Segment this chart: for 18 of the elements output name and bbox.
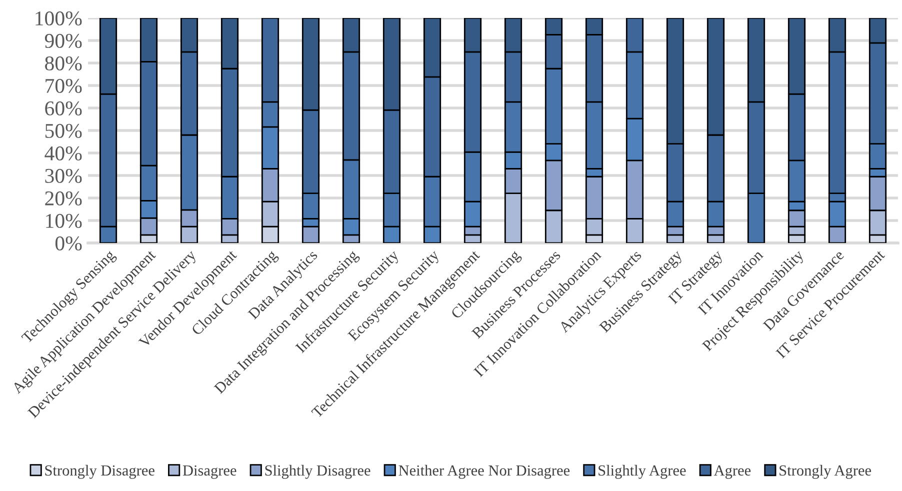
y-tick-label: 30% (45, 168, 82, 183)
y-tick-label: 10% (46, 214, 82, 228)
y-tick-label: 0% (55, 236, 82, 250)
legend-label: Strongly Disagree (45, 464, 154, 479)
y-tick-label: 60% (45, 101, 82, 116)
legend-label: Strongly Agree (780, 464, 871, 479)
y-tick-label: 40% (44, 146, 82, 160)
legend-label: Slightly Disagree (265, 464, 370, 479)
y-tick-label: 70% (46, 78, 82, 93)
y-tick-label: 20% (45, 191, 82, 206)
legend-label: Disagree (182, 465, 236, 479)
y-tick-label: 90% (44, 34, 82, 48)
y-tick-label: 100% (36, 11, 82, 26)
legend-label: Neither Agree Nor Disagree (398, 464, 570, 479)
y-tick-label: 50% (45, 124, 82, 138)
legend-label: Agree (714, 465, 751, 479)
legend-label: Slightly Agree (598, 464, 686, 479)
y-tick-label: 80% (45, 56, 82, 70)
